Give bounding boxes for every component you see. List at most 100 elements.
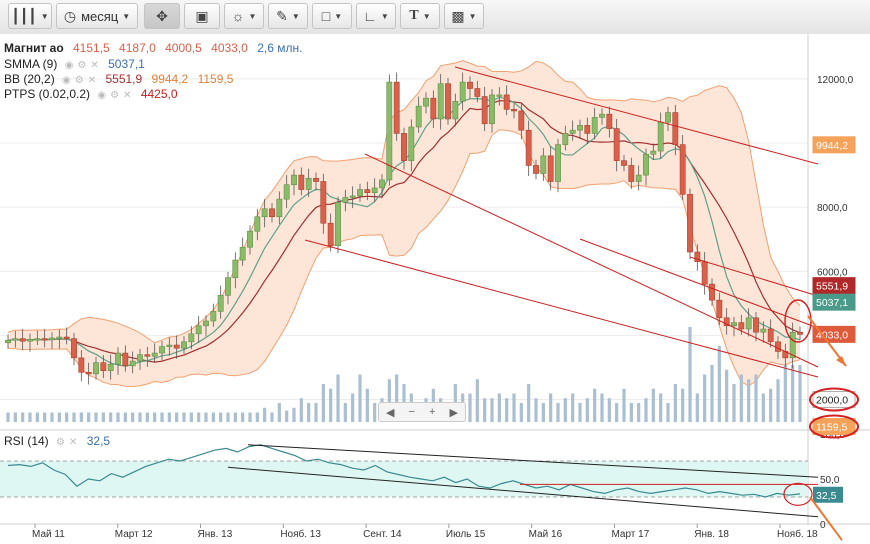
volume-bar (204, 412, 208, 422)
candle (27, 338, 33, 342)
candle (760, 328, 767, 333)
candle (12, 338, 19, 341)
candle (731, 322, 737, 327)
volume-bar (314, 403, 318, 422)
candle (313, 177, 319, 182)
chart-tool-button[interactable]: ∟ ▼ (356, 3, 396, 29)
close-icon[interactable]: ✕ (90, 60, 99, 71)
eye-icon[interactable]: ◉ (64, 60, 74, 71)
scroll-left-icon[interactable]: ◀ (386, 406, 395, 419)
chart-tool-icon: ∟ (363, 8, 377, 24)
price-tag (812, 293, 856, 311)
volume-bar (101, 412, 105, 422)
volume-bar (739, 374, 743, 422)
legend-rsi: RSI (14) ⚙ ✕ 32,5 (4, 434, 110, 448)
volume-bar (615, 403, 619, 422)
text-button[interactable]: T ▼ (400, 3, 440, 29)
candle (452, 101, 459, 120)
crosshair-button[interactable]: ✥ (144, 3, 180, 29)
candle (291, 174, 297, 186)
price-chart[interactable]: 6000,0 8000,0 12000,0 0 50,0 100,0 Май 11 Март … (0, 34, 870, 544)
volume-bar (57, 412, 61, 422)
high-value: 4187,0 (119, 41, 156, 55)
candle (745, 317, 752, 330)
volume-bar (116, 412, 120, 422)
price-tag-label: 4033,0 (816, 329, 848, 341)
volume-bar (512, 393, 516, 422)
candle (217, 295, 224, 312)
close-icon[interactable]: ✕ (87, 75, 97, 86)
volume-bar (556, 403, 560, 422)
candle (5, 339, 11, 344)
price-tag-label: 9944,2 (816, 140, 848, 152)
candle (430, 97, 437, 120)
indicators-button[interactable]: ☼ ▼ (224, 3, 264, 29)
candle (56, 336, 63, 339)
candle (34, 338, 41, 341)
candle (511, 109, 517, 112)
price-tag (812, 136, 856, 154)
draw-line-button[interactable]: ✎ ▼ (268, 3, 308, 29)
volume-bar (681, 388, 685, 422)
price-tag (812, 418, 856, 436)
ptps-name: PTPS (0.02,0.2) (4, 87, 91, 101)
gear-icon[interactable]: ⚙ (74, 75, 84, 86)
low-value: 4000,5 (165, 41, 202, 55)
candle (415, 105, 422, 128)
close-icon[interactable]: ✕ (123, 90, 132, 101)
volume-bar (329, 388, 333, 422)
volume-bar (600, 393, 604, 422)
gear-icon[interactable]: ⚙ (110, 90, 120, 101)
eye-icon[interactable]: ◉ (97, 90, 107, 101)
candle (657, 121, 664, 152)
candle (467, 81, 473, 89)
candle (357, 189, 363, 197)
x-tick-label: Июль 15 (446, 529, 486, 540)
candle (335, 202, 341, 246)
candle (599, 113, 605, 118)
chart-type-button[interactable]: ┃┃┃ ▼ (8, 3, 52, 29)
crosshair-icon: ✥ (156, 8, 168, 24)
candle (225, 277, 231, 296)
volume-bar (79, 412, 83, 422)
x-tick-label: Март 17 (611, 529, 649, 540)
gear-icon[interactable]: ⚙ (56, 437, 65, 448)
ptps-value: 4425,0 (140, 87, 178, 101)
rsi-tick-label: 50,0 (820, 475, 840, 486)
eye-icon[interactable]: ◉ (62, 75, 71, 86)
volume-bar (629, 403, 633, 422)
price-tag (812, 325, 856, 343)
volume-bar (637, 403, 641, 422)
volume-bar (761, 393, 765, 422)
zoom-out-icon[interactable]: − (408, 406, 415, 418)
volume-bar (593, 388, 597, 422)
volume-bar (336, 374, 340, 422)
close-icon[interactable]: ✕ (69, 437, 78, 448)
image-button[interactable]: ▩ ▼ (444, 3, 484, 29)
candle (247, 230, 253, 248)
candle (283, 184, 290, 200)
volume-bar (43, 412, 47, 422)
candle (342, 197, 349, 203)
volume-bar (255, 412, 259, 422)
frame-button[interactable]: ▣ (184, 3, 220, 29)
candle (797, 331, 803, 335)
x-tick-label: Нояб. 18 (777, 528, 818, 540)
volume-bar (747, 379, 751, 422)
rsi-trendline-upper (247, 444, 819, 478)
x-tick-label: Сент. 14 (363, 529, 402, 540)
trendline-lower (304, 239, 819, 378)
rsi-tick-label: 0 (820, 520, 826, 531)
shape-button[interactable]: □ ▼ (312, 3, 352, 29)
volume-bar (644, 398, 648, 422)
gear-icon[interactable]: ⚙ (77, 60, 87, 71)
period-dropdown[interactable]: ◷ месяц ▼ (56, 3, 138, 29)
scroll-right-icon[interactable]: ▶ (449, 406, 458, 419)
zoom-in-icon[interactable]: + (429, 406, 436, 418)
candle (261, 208, 268, 218)
annotation-circle (809, 414, 859, 439)
volume-bar (189, 412, 193, 422)
candle (672, 112, 679, 145)
volume-bar (131, 412, 135, 422)
volume-bar (769, 388, 773, 422)
